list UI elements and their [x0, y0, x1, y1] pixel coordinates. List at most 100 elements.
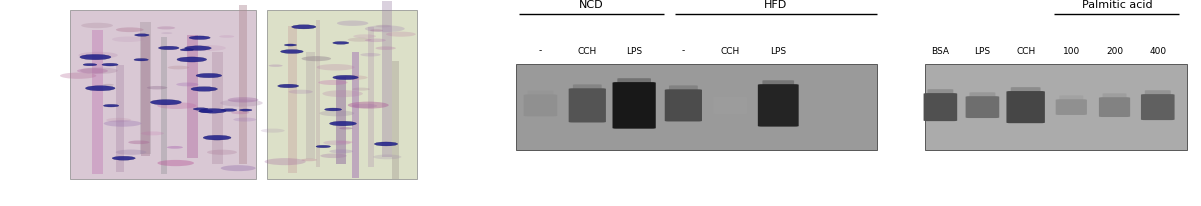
Circle shape — [353, 34, 376, 38]
Circle shape — [135, 59, 149, 61]
Circle shape — [329, 149, 353, 153]
Circle shape — [168, 66, 190, 69]
Circle shape — [228, 97, 258, 102]
Bar — [368, 27, 374, 167]
Bar — [115, 65, 124, 172]
FancyBboxPatch shape — [969, 92, 996, 98]
Circle shape — [129, 140, 149, 144]
FancyBboxPatch shape — [1103, 93, 1127, 99]
Circle shape — [150, 100, 181, 105]
Circle shape — [376, 46, 396, 50]
Circle shape — [77, 68, 108, 74]
Circle shape — [112, 36, 144, 42]
Circle shape — [85, 86, 115, 91]
FancyBboxPatch shape — [1011, 87, 1040, 93]
Circle shape — [177, 83, 198, 86]
Bar — [213, 52, 223, 164]
Circle shape — [386, 32, 416, 37]
Circle shape — [365, 25, 405, 32]
Circle shape — [370, 29, 383, 32]
Circle shape — [198, 110, 213, 112]
Circle shape — [159, 46, 179, 50]
Circle shape — [321, 153, 347, 158]
Text: 400: 400 — [1149, 47, 1166, 56]
FancyBboxPatch shape — [1099, 97, 1130, 117]
Circle shape — [78, 52, 118, 59]
Circle shape — [337, 21, 369, 26]
FancyBboxPatch shape — [717, 93, 743, 99]
Circle shape — [281, 50, 303, 54]
Circle shape — [339, 127, 353, 129]
Circle shape — [221, 109, 237, 111]
Circle shape — [360, 53, 381, 56]
FancyBboxPatch shape — [924, 93, 957, 121]
Text: -: - — [539, 47, 542, 56]
Text: 200: 200 — [1106, 47, 1123, 56]
Bar — [239, 5, 246, 164]
FancyBboxPatch shape — [669, 85, 698, 91]
Text: LPS: LPS — [974, 47, 991, 56]
Bar — [393, 61, 400, 179]
FancyBboxPatch shape — [927, 89, 954, 95]
Circle shape — [141, 131, 163, 135]
FancyBboxPatch shape — [1145, 90, 1171, 96]
Circle shape — [316, 145, 330, 148]
Text: LPS: LPS — [770, 47, 787, 56]
Circle shape — [231, 111, 250, 114]
Circle shape — [157, 160, 195, 166]
Circle shape — [324, 108, 341, 111]
Circle shape — [112, 156, 136, 160]
FancyBboxPatch shape — [617, 78, 651, 84]
Bar — [288, 27, 298, 173]
Circle shape — [261, 129, 285, 133]
Circle shape — [301, 56, 331, 61]
FancyBboxPatch shape — [713, 97, 747, 114]
Circle shape — [288, 90, 312, 94]
Circle shape — [376, 25, 392, 27]
Bar — [161, 37, 167, 174]
Bar — [187, 35, 198, 158]
Circle shape — [157, 102, 196, 109]
FancyBboxPatch shape — [573, 84, 602, 90]
Circle shape — [199, 109, 226, 113]
Text: NCD: NCD — [579, 0, 604, 10]
FancyBboxPatch shape — [1059, 95, 1083, 101]
Bar — [91, 30, 103, 173]
Bar — [141, 22, 151, 154]
Circle shape — [277, 84, 299, 88]
Bar — [267, 10, 417, 179]
Circle shape — [264, 158, 306, 165]
Circle shape — [219, 35, 234, 38]
Text: 100: 100 — [1063, 47, 1080, 56]
Circle shape — [317, 64, 354, 70]
Circle shape — [60, 73, 96, 79]
Circle shape — [329, 121, 357, 126]
FancyBboxPatch shape — [527, 91, 554, 97]
Bar — [142, 36, 150, 156]
FancyBboxPatch shape — [569, 88, 605, 123]
Bar — [336, 77, 346, 164]
Circle shape — [322, 90, 363, 97]
Circle shape — [207, 150, 237, 155]
Circle shape — [318, 80, 347, 85]
Bar — [70, 10, 256, 179]
Circle shape — [196, 73, 222, 78]
Circle shape — [115, 150, 147, 155]
Circle shape — [177, 57, 207, 62]
Text: HFD: HFD — [764, 0, 788, 10]
Bar — [382, 1, 392, 157]
Circle shape — [352, 104, 377, 108]
Circle shape — [191, 87, 217, 91]
Circle shape — [301, 159, 317, 161]
Circle shape — [221, 165, 256, 171]
Circle shape — [192, 45, 226, 51]
Circle shape — [103, 120, 142, 127]
Text: CCH: CCH — [721, 47, 740, 56]
Circle shape — [103, 104, 119, 107]
Text: Palmitic acid: Palmitic acid — [1082, 0, 1152, 10]
Circle shape — [269, 64, 282, 67]
Circle shape — [161, 32, 173, 34]
FancyBboxPatch shape — [613, 82, 656, 129]
Circle shape — [319, 110, 354, 116]
Bar — [925, 64, 1187, 150]
